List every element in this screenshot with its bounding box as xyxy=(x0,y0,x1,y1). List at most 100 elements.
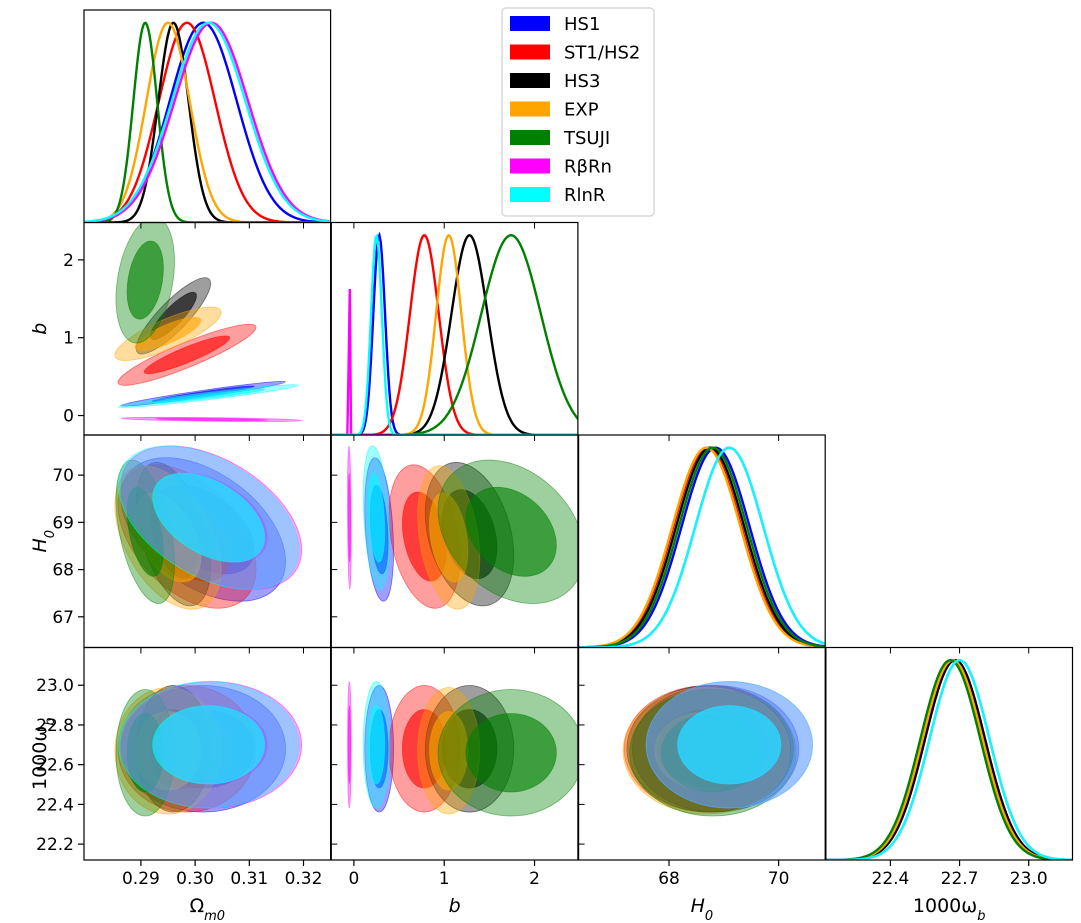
panel-frame xyxy=(83,9,332,224)
contour-inner-rrn xyxy=(154,417,268,422)
legend-label: HS3 xyxy=(564,71,600,92)
density-tsuji xyxy=(84,21,331,223)
contour-inner-rlnr xyxy=(367,705,386,785)
panel-om-h0 xyxy=(83,434,332,649)
density-exp xyxy=(331,233,578,435)
density-tsuji xyxy=(578,446,826,648)
panel-frame xyxy=(330,646,579,861)
x-tick-label: 0.29 xyxy=(122,869,160,889)
contour-inner-rlnr xyxy=(152,388,266,404)
marginal-h0 xyxy=(577,434,826,649)
x-tick-label: 68 xyxy=(658,869,680,889)
x-tick-label: 70 xyxy=(768,869,790,889)
x-tick-label: 22.7 xyxy=(941,869,979,889)
contour-inner-tsuji xyxy=(465,713,557,793)
density-hs3 xyxy=(578,446,826,648)
y-tick-label: 22.6 xyxy=(36,756,74,776)
contour-inner-st1hs2 xyxy=(143,335,231,375)
density-st1hs2 xyxy=(825,659,1073,860)
y-tick-label: 68 xyxy=(52,561,74,581)
density-hs1 xyxy=(331,231,578,435)
legend-swatch xyxy=(510,73,550,88)
x-tick-label: 0 xyxy=(348,869,359,889)
y-tick-label: 23.0 xyxy=(36,676,74,696)
y-tick-label: 22.8 xyxy=(36,716,74,736)
y-tick-label: 1 xyxy=(63,329,74,349)
x-tick-label: 22.4 xyxy=(872,869,910,889)
density-tsuji xyxy=(331,234,578,435)
legend-label: RβRn xyxy=(564,157,612,178)
x-tick-label: 0.32 xyxy=(285,869,323,889)
y-axis-label-b: b xyxy=(29,323,51,335)
legend-swatch xyxy=(510,44,550,60)
marginal-wb xyxy=(825,646,1074,861)
x-tick-label: 0.30 xyxy=(176,869,214,889)
x-axis-label-wb: 1000ωb xyxy=(913,895,986,923)
legend: HS1 ST1/HS2 HS3 EXP TSUJI RβRn RlnR xyxy=(501,7,655,217)
x-tick-label: 0.31 xyxy=(230,869,268,889)
x-axis-label-h0: H0 xyxy=(691,895,714,923)
contour-inner-rlnr xyxy=(152,705,266,785)
y-tick-label: 22.4 xyxy=(36,795,74,815)
y-tick-label: 2 xyxy=(63,251,74,271)
y-tick-label: 22.2 xyxy=(36,835,74,855)
x-axis-label-om: Ωm0 xyxy=(190,895,225,923)
contour-inner-rrn xyxy=(347,705,351,785)
legend-swatch xyxy=(510,158,550,174)
marginal-om xyxy=(83,9,332,224)
density-rlnr xyxy=(578,446,826,648)
panel-frame xyxy=(825,646,1074,861)
density-rlnr xyxy=(825,659,1073,860)
contour-inner-rrn xyxy=(347,472,351,563)
legend-swatch xyxy=(510,187,550,202)
density-exp xyxy=(578,446,826,648)
legend-label: ST1/HS2 xyxy=(564,43,640,64)
panel-b-h0 xyxy=(330,434,579,649)
axes: 0.29 0.30 0.31 0.32 Ωm0 0 1 2 b 68 70 H0 22.4 22.7 23.… xyxy=(29,222,1048,923)
density-exp xyxy=(825,659,1073,860)
y-tick-label: 0 xyxy=(63,407,74,427)
panels-layer: 0.29 0.30 0.31 0.32 Ωm0 0 1 2 b 68 70 H0 22.4 22.7 23.… xyxy=(29,9,1074,923)
density-exp xyxy=(84,21,331,223)
panel-om-b xyxy=(83,221,332,436)
density-hs1 xyxy=(825,659,1073,860)
panel-frame xyxy=(83,646,332,861)
x-tick-label: 23.0 xyxy=(1010,869,1048,889)
contour-inner-tsuji xyxy=(126,486,164,577)
density-st1hs2 xyxy=(578,446,826,648)
contour-inner-rlnr xyxy=(152,472,266,563)
density-hs1 xyxy=(578,446,826,648)
x-tick-label: 1 xyxy=(439,869,450,889)
legend-swatch xyxy=(510,16,550,31)
density-hs3 xyxy=(84,21,331,223)
y-axis-label-h0: H0 xyxy=(29,530,58,553)
legend-label: RlnR xyxy=(564,185,605,206)
panel-frame xyxy=(330,221,579,436)
contour-inner-rlnr xyxy=(677,705,782,785)
contour-inner-tsuji xyxy=(465,486,557,577)
panel-om-wb xyxy=(83,646,332,861)
x-tick-label: 2 xyxy=(529,869,540,889)
panel-h0-wb xyxy=(577,646,826,861)
y-tick-label: 69 xyxy=(52,513,74,533)
density-rlnr xyxy=(331,233,578,435)
density-rrn xyxy=(825,659,1073,860)
y-axis-label-wb: 1000ωb xyxy=(29,717,58,790)
y-tick-label: 67 xyxy=(52,608,74,628)
contour-inner-tsuji xyxy=(126,240,164,320)
contour-inner-exp xyxy=(134,316,202,351)
panel-frame xyxy=(577,434,826,649)
legend-swatch xyxy=(510,130,550,145)
density-rrn xyxy=(578,446,826,648)
density-rlnr xyxy=(84,21,331,223)
density-hs3 xyxy=(825,659,1073,860)
contour-inner-rlnr xyxy=(367,472,386,563)
legend-label: HS1 xyxy=(564,14,600,35)
marginal-b xyxy=(330,221,579,436)
legend-swatch xyxy=(510,101,550,117)
legend-label: EXP xyxy=(564,100,599,121)
x-axis-label-b: b xyxy=(449,895,461,917)
contour-inner-exp xyxy=(429,492,469,583)
panel-b-wb xyxy=(330,646,579,861)
